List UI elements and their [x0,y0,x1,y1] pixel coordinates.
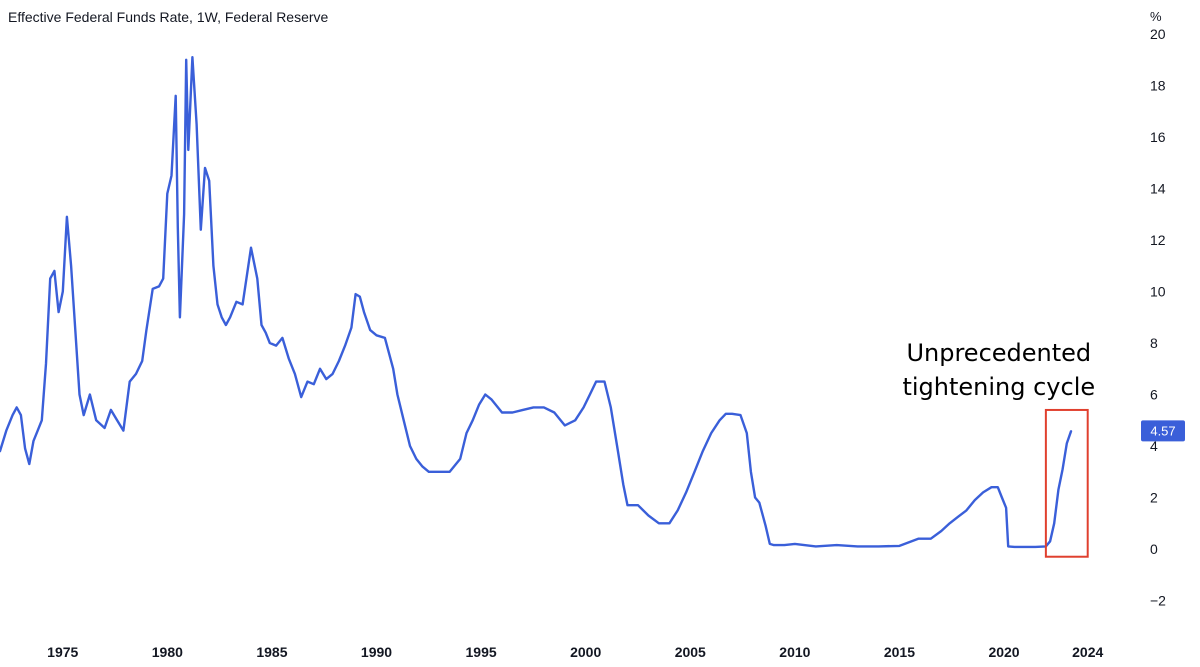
y-tick-label: 8 [1150,335,1158,351]
x-tick-label: 1975 [47,644,78,660]
x-axis: 1975 1980 1985 1990 1995 2000 2005 2010 2015 2020… [47,644,1103,660]
series-layer [0,56,1073,549]
y-tick-label: 2 [1150,490,1158,506]
highlight-box [1044,408,1089,558]
y-tick-label: 0 [1150,541,1158,557]
y-tick-label: 14 [1150,181,1166,197]
y-tick-label: 16 [1150,129,1166,145]
x-tick-label: 1995 [466,644,497,660]
annotation-text-line: Unprecedented [906,339,1091,367]
x-tick-label: 2005 [675,644,706,660]
x-tick-label: 2024 [1072,644,1103,660]
last-value-label: 4.57 [1150,423,1175,438]
x-tick-label: 1980 [152,644,183,660]
chart-title: Effective Federal Funds Rate, 1W, Federa… [8,9,329,25]
annotation-text-line: tightening cycle [902,373,1095,401]
y-tick-label: 10 [1150,284,1166,300]
y-tick-label: 6 [1150,387,1158,403]
last-value-badge [1141,420,1185,442]
y-tick-label: −2 [1150,593,1166,609]
y-tick-label: 18 [1150,78,1166,94]
y-tick-label: 4 [1150,438,1158,454]
y-axis-unit: % [1150,9,1162,24]
last-value-layer: 4.57 [1141,420,1185,442]
x-tick-label: 2015 [884,644,915,660]
x-tick-label: 1990 [361,644,392,660]
x-tick-label: 2010 [779,644,810,660]
x-tick-label: 2000 [570,644,601,660]
x-tick-label: 1985 [256,644,287,660]
x-tick-label: 2020 [988,644,1019,660]
series-line-0 [0,56,1073,549]
y-tick-label: 20 [1150,26,1166,42]
y-tick-label: 12 [1150,232,1166,248]
annotation-layer: Unprecedented tightening cycle [902,339,1095,558]
